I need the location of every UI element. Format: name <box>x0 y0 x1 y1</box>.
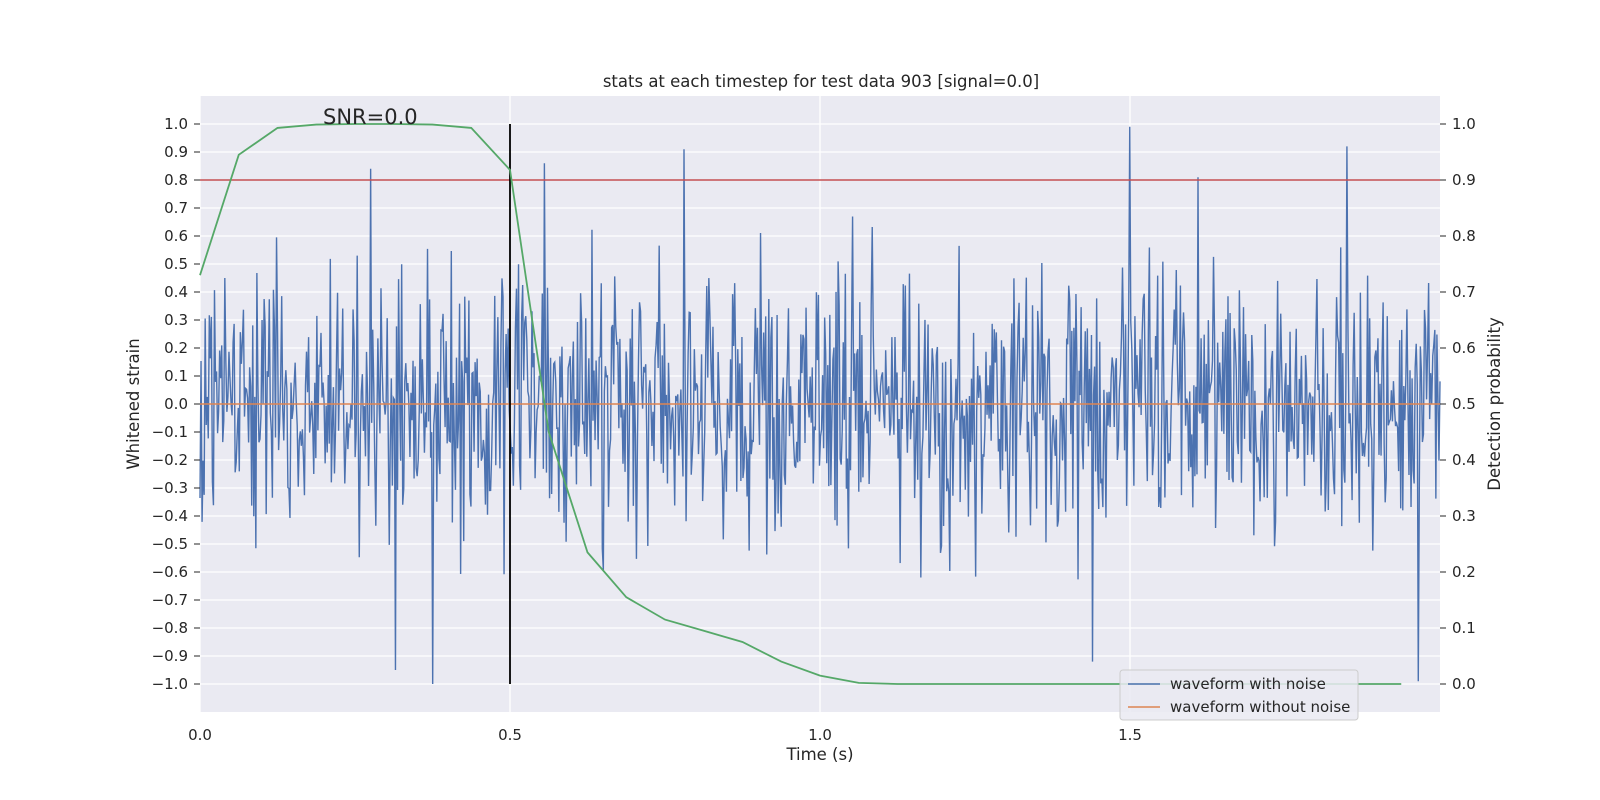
x-tick-label: 1.0 <box>808 726 832 744</box>
y-tick-label: −0.9 <box>152 647 188 665</box>
y-tick-label: −0.2 <box>152 451 188 469</box>
y-tick-label: −0.7 <box>152 591 188 609</box>
chart-title: stats at each timestep for test data 903… <box>603 72 1039 91</box>
y-tick-label: 0.3 <box>164 311 188 329</box>
y-tick-label: −0.3 <box>152 479 188 497</box>
x-tick-label: 1.5 <box>1118 726 1142 744</box>
y-tick-label: 0.8 <box>164 171 188 189</box>
y2-tick-label: 0.9 <box>1452 171 1476 189</box>
y2-tick-label: 0.8 <box>1452 227 1476 245</box>
y2-tick-label: 0.1 <box>1452 619 1476 637</box>
y-tick-label: 0.5 <box>164 255 188 273</box>
y-tick-label: 0.0 <box>164 395 188 413</box>
series-waveform-with-noise <box>199 126 1441 685</box>
y2-axis-label: Detection probability <box>1485 317 1504 491</box>
legend-label-without-noise: waveform without noise <box>1170 698 1350 716</box>
y2-tick-label: 0.2 <box>1452 563 1476 581</box>
y-axis-label: Whitened strain <box>124 338 143 469</box>
y2-axis-ticks: 0.0 0.1 0.2 0.3 0.4 0.5 0.6 0.7 0.8 0.9 1.0 <box>1440 115 1476 693</box>
legend-box <box>1119 669 1359 721</box>
x-tick-label: 0.0 <box>188 726 212 744</box>
y-tick-label: −0.1 <box>152 423 188 441</box>
y2-tick-label: 0.7 <box>1452 283 1476 301</box>
y2-tick-label: 1.0 <box>1452 115 1476 133</box>
y-tick-label: 0.6 <box>164 227 188 245</box>
y-tick-label: 0.7 <box>164 199 188 217</box>
y-tick-label: 0.9 <box>164 143 188 161</box>
legend-label-with-noise: waveform with noise <box>1170 675 1326 693</box>
x-axis-label: Time (s) <box>785 745 853 764</box>
y2-tick-label: 0.5 <box>1452 395 1476 413</box>
y2-tick-label: 0.3 <box>1452 507 1476 525</box>
y-tick-label: −0.4 <box>152 507 188 525</box>
y-tick-label: 0.4 <box>164 283 188 301</box>
legend: waveform with noise waveform without noi… <box>1119 669 1359 721</box>
y2-tick-label: 0.6 <box>1452 339 1476 357</box>
y2-tick-label: 0.0 <box>1452 675 1476 693</box>
y-tick-label: 0.1 <box>164 367 188 385</box>
y-axis-ticks: −1.0 −0.9 −0.8 −0.7 −0.6 −0.5 −0.4 −0.3 −0.2 −0.1… <box>152 115 200 693</box>
y-tick-label: −1.0 <box>152 675 188 693</box>
y2-tick-label: 0.4 <box>1452 451 1476 469</box>
x-axis-ticks: 0.0 0.5 1.0 1.5 <box>188 726 1142 744</box>
y-tick-label: 1.0 <box>164 115 188 133</box>
snr-annotation: SNR=0.0 <box>323 105 418 129</box>
y-tick-label: −0.5 <box>152 535 188 553</box>
y-tick-label: −0.8 <box>152 619 188 637</box>
waveform-with-noise-line <box>199 126 1441 685</box>
x-tick-label: 0.5 <box>498 726 522 744</box>
y-tick-label: −0.6 <box>152 563 188 581</box>
y-tick-label: 0.2 <box>164 339 188 357</box>
